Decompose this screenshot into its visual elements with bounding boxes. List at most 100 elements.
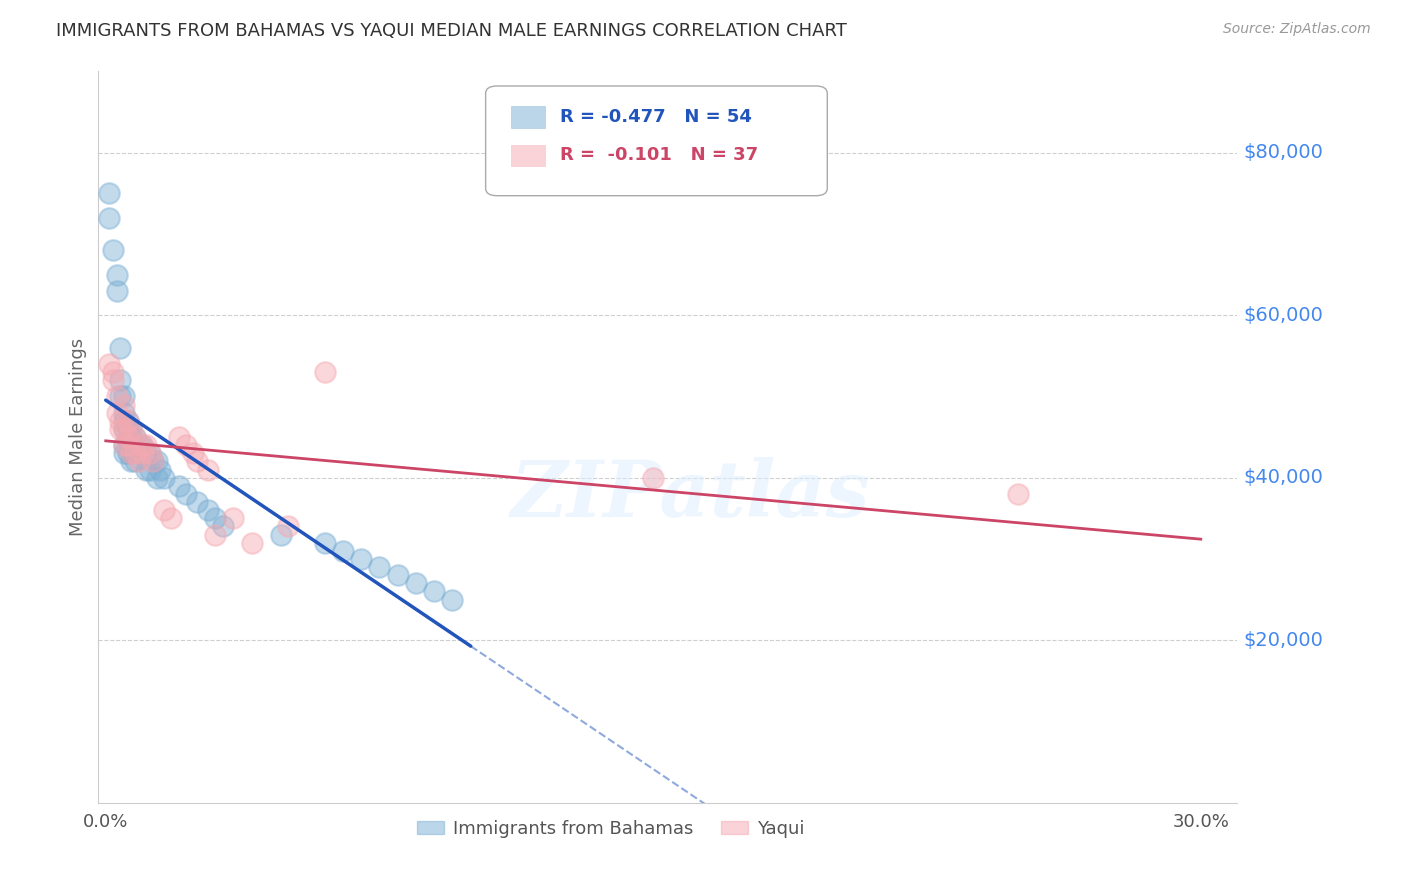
Point — [222, 511, 245, 525]
Point — [124, 430, 146, 444]
Point — [314, 535, 336, 549]
Point — [124, 454, 146, 468]
Point — [368, 560, 391, 574]
Point — [131, 438, 153, 452]
Text: $80,000: $80,000 — [1243, 143, 1323, 162]
Text: R =  -0.101   N = 37: R = -0.101 N = 37 — [560, 146, 758, 164]
Point — [117, 438, 139, 452]
Point — [112, 422, 135, 436]
FancyBboxPatch shape — [510, 145, 546, 167]
Point — [112, 389, 135, 403]
Point — [142, 454, 165, 468]
Point — [117, 430, 139, 444]
Point — [105, 389, 128, 403]
Point — [135, 462, 157, 476]
Point — [120, 446, 142, 460]
Point — [174, 487, 197, 501]
Point — [112, 422, 135, 436]
Point — [186, 454, 208, 468]
Point — [110, 389, 132, 403]
Point — [110, 341, 132, 355]
Text: ZIPatlas: ZIPatlas — [510, 458, 870, 533]
Point — [128, 454, 150, 468]
Point — [135, 438, 157, 452]
FancyBboxPatch shape — [510, 106, 546, 128]
Point — [101, 373, 124, 387]
Point — [112, 414, 135, 428]
Point — [120, 446, 142, 460]
Point — [160, 511, 183, 525]
Point — [98, 186, 121, 201]
Point — [117, 422, 139, 436]
Text: $40,000: $40,000 — [1243, 468, 1323, 487]
Point — [120, 454, 142, 468]
Point — [124, 430, 146, 444]
Point — [167, 430, 190, 444]
Point — [138, 462, 160, 476]
Point — [270, 527, 292, 541]
Point — [332, 544, 354, 558]
Point — [105, 268, 128, 282]
Text: $60,000: $60,000 — [1243, 306, 1323, 325]
Point — [423, 584, 446, 599]
Point — [183, 446, 205, 460]
Point — [117, 446, 139, 460]
Point — [350, 552, 373, 566]
Point — [405, 576, 427, 591]
Point — [643, 471, 665, 485]
Point — [112, 438, 135, 452]
Point — [441, 592, 464, 607]
Point — [153, 471, 176, 485]
Point — [110, 414, 132, 428]
FancyBboxPatch shape — [485, 86, 827, 195]
Point — [112, 406, 135, 420]
Text: Source: ZipAtlas.com: Source: ZipAtlas.com — [1223, 22, 1371, 37]
Point — [120, 422, 142, 436]
Point — [240, 535, 263, 549]
Point — [98, 357, 121, 371]
Point — [277, 519, 299, 533]
Point — [120, 430, 142, 444]
Y-axis label: Median Male Earnings: Median Male Earnings — [69, 338, 87, 536]
Point — [131, 446, 153, 460]
Point — [146, 454, 169, 468]
Point — [204, 527, 226, 541]
Point — [146, 471, 169, 485]
Point — [197, 503, 219, 517]
Point — [124, 438, 146, 452]
Point — [1007, 487, 1029, 501]
Point — [105, 284, 128, 298]
Point — [110, 373, 132, 387]
Point — [149, 462, 172, 476]
Point — [153, 503, 176, 517]
Text: R = -0.477   N = 54: R = -0.477 N = 54 — [560, 109, 752, 127]
Point — [124, 446, 146, 460]
Point — [138, 446, 160, 460]
Point — [131, 446, 153, 460]
Point — [128, 438, 150, 452]
Point — [186, 495, 208, 509]
Point — [197, 462, 219, 476]
Point — [211, 519, 233, 533]
Legend: Immigrants from Bahamas, Yaqui: Immigrants from Bahamas, Yaqui — [411, 813, 811, 845]
Point — [387, 568, 409, 582]
Point — [105, 406, 128, 420]
Point — [314, 365, 336, 379]
Point — [131, 438, 153, 452]
Text: $20,000: $20,000 — [1243, 631, 1323, 649]
Point — [101, 243, 124, 257]
Point — [120, 422, 142, 436]
Point — [117, 414, 139, 428]
Point — [101, 365, 124, 379]
Point — [110, 422, 132, 436]
Point — [117, 414, 139, 428]
Point — [167, 479, 190, 493]
Point — [174, 438, 197, 452]
Point — [117, 430, 139, 444]
Text: IMMIGRANTS FROM BAHAMAS VS YAQUI MEDIAN MALE EARNINGS CORRELATION CHART: IMMIGRANTS FROM BAHAMAS VS YAQUI MEDIAN … — [56, 22, 846, 40]
Point — [98, 211, 121, 225]
Point — [204, 511, 226, 525]
Point — [128, 446, 150, 460]
Point — [135, 446, 157, 460]
Point — [112, 446, 135, 460]
